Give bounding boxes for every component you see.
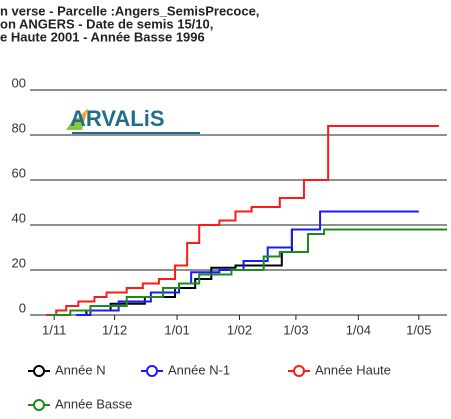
legend-label: Année Basse (55, 396, 132, 411)
x-tick-label: 1/12 (102, 322, 127, 337)
y-tick-label: 80 (12, 120, 26, 135)
legend-label: Année N-1 (168, 362, 230, 377)
x-tick-label: 1/05 (406, 322, 431, 337)
x-tick-label: 1/04 (346, 322, 371, 337)
logo-icon (66, 118, 84, 130)
legend-label: Année N (55, 362, 106, 377)
legend-marker (293, 365, 305, 377)
logo: ARVALiS (70, 106, 165, 131)
y-tick-label: 00 (12, 75, 26, 90)
title-line: e Haute 2001 - Année Basse 1996 (0, 29, 205, 44)
y-tick-label: 60 (12, 165, 26, 180)
x-tick-label: 1/11 (42, 322, 66, 337)
x-tick-label: 1/02 (227, 322, 252, 337)
y-tick-label: 0 (19, 300, 26, 315)
title-line: on ANGERS - Date de semis 15/10, (0, 16, 213, 31)
title-line: n verse - Parcelle :Angers_SemisPrecoce, (0, 3, 259, 18)
legend-label: Année Haute (315, 362, 391, 377)
y-tick-label: 40 (12, 210, 26, 225)
series-line (76, 229, 293, 316)
legend-marker (146, 365, 158, 377)
series-line (76, 210, 419, 316)
x-tick-label: 1/03 (283, 322, 308, 337)
series-line (50, 228, 447, 316)
legend-marker (33, 399, 45, 411)
legend-marker (33, 365, 45, 377)
x-tick-label: 1/01 (164, 322, 189, 337)
series-line (46, 125, 439, 316)
y-tick-label: 20 (12, 255, 26, 270)
